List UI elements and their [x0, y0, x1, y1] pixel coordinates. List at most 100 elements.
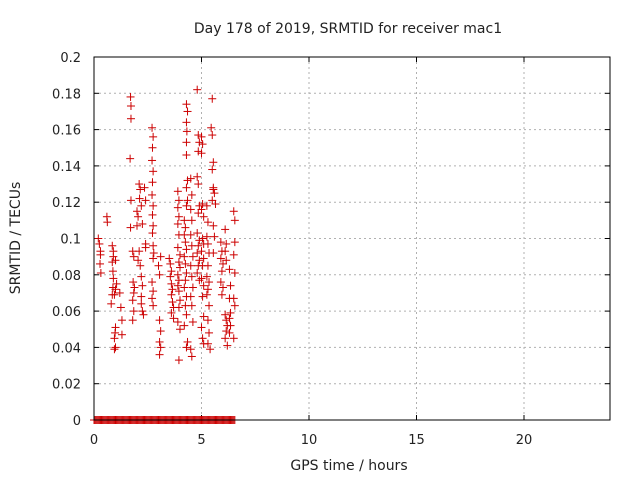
- data-point: [139, 310, 148, 319]
- data-point: [183, 176, 192, 185]
- data-point: [180, 216, 189, 225]
- data-point: [229, 250, 238, 259]
- data-point: [130, 283, 139, 292]
- data-point: [182, 268, 191, 277]
- y-axis-label: SRMTID / TECUs: [8, 182, 24, 295]
- data-point: [199, 212, 208, 221]
- data-point: [205, 328, 214, 337]
- data-point: [226, 321, 235, 330]
- data-point: [174, 287, 183, 296]
- data-point: [173, 281, 182, 290]
- data-point: [140, 183, 149, 192]
- data-point: [133, 207, 141, 216]
- data-point: [221, 310, 230, 319]
- data-point: [110, 290, 119, 299]
- data-point: [216, 238, 225, 247]
- data-point: [225, 265, 234, 274]
- data-point: [129, 278, 138, 287]
- data-point: [148, 294, 157, 303]
- data-point: [141, 196, 150, 205]
- data-point: [203, 285, 212, 294]
- data-point: [129, 288, 138, 297]
- data-point: [173, 219, 182, 228]
- data-point: [149, 201, 158, 210]
- data-point: [168, 298, 177, 307]
- data-point: [221, 247, 230, 256]
- data-point: [182, 310, 191, 319]
- data-point: [148, 178, 157, 187]
- data-point: [197, 205, 206, 214]
- data-point: [111, 343, 120, 352]
- data-point: [180, 252, 189, 261]
- data-point: [156, 343, 165, 352]
- data-point: [197, 149, 206, 158]
- data-point: [208, 131, 217, 140]
- data-point: [208, 196, 217, 205]
- data-point: [198, 234, 207, 243]
- data-point: [148, 190, 157, 199]
- data-point: [199, 312, 208, 321]
- data-point: [126, 223, 135, 232]
- data-point: [107, 299, 116, 308]
- data-point: [229, 294, 238, 303]
- data-point: [136, 185, 145, 194]
- data-point: [173, 270, 182, 279]
- data-point: [116, 303, 125, 312]
- data-point: [148, 123, 157, 132]
- data-point: [187, 301, 196, 310]
- data-point: [165, 254, 174, 263]
- data-point: [194, 241, 203, 250]
- data-point: [181, 238, 190, 247]
- data-point: [188, 252, 197, 261]
- data-point: [149, 132, 158, 141]
- data-point: [148, 278, 157, 287]
- data-point: [135, 247, 144, 256]
- data-point: [180, 321, 189, 330]
- y-tick-label: 0.06: [52, 305, 81, 320]
- data-point: [167, 279, 176, 288]
- data-point: [222, 256, 231, 265]
- data-point: [181, 223, 190, 232]
- data-point: [186, 230, 195, 239]
- data-point: [168, 285, 177, 294]
- data-point: [195, 138, 204, 147]
- data-point: [174, 196, 183, 205]
- data-point: [154, 261, 163, 270]
- data-point: [203, 339, 212, 348]
- data-point: [109, 274, 118, 283]
- data-point: [96, 259, 105, 268]
- data-point: [195, 276, 204, 285]
- data-point: [209, 221, 218, 230]
- grid: [94, 57, 610, 420]
- data-point: [193, 268, 202, 277]
- data-point: [208, 94, 217, 103]
- data-point: [188, 283, 197, 292]
- data-point: [148, 229, 157, 238]
- data-point: [205, 301, 214, 310]
- data-point: [182, 183, 191, 192]
- data-point: [217, 290, 226, 299]
- data-point: [197, 247, 206, 256]
- data-point: [126, 196, 135, 205]
- data-point: [149, 221, 158, 230]
- data-point: [95, 239, 104, 248]
- data-point: [174, 303, 183, 312]
- data-point: [182, 201, 191, 210]
- data-point: [129, 307, 138, 316]
- data-point: [111, 285, 120, 294]
- data-point: [96, 268, 105, 277]
- data-point: [208, 165, 217, 174]
- data-point: [109, 252, 118, 261]
- data-point: [181, 276, 190, 285]
- data-point: [135, 180, 144, 189]
- data-point: [219, 259, 227, 268]
- chart-title: Day 178 of 2019, SRMTID for receiver mac…: [194, 21, 502, 37]
- data-point: [194, 147, 203, 156]
- data-point: [180, 283, 189, 292]
- data-point: [221, 225, 230, 234]
- data-point: [186, 292, 195, 301]
- data-point: [197, 323, 206, 332]
- data-point: [117, 316, 126, 325]
- data-point: [141, 243, 150, 252]
